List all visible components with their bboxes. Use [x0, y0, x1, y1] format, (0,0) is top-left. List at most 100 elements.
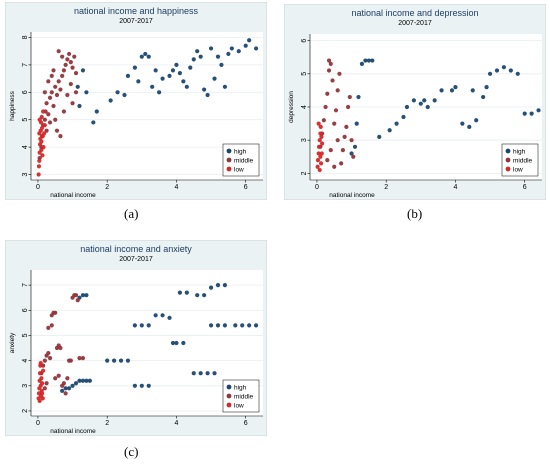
point-middle [70, 101, 75, 106]
point-middle [42, 386, 47, 391]
point-low [37, 371, 43, 376]
point-low [37, 398, 42, 403]
point-middle [325, 91, 330, 96]
point-middle [61, 381, 66, 386]
caption-c: (c) [124, 444, 139, 459]
point-high [366, 58, 371, 63]
point-high [233, 323, 238, 328]
legend-marker-high [226, 384, 232, 390]
point-middle [44, 381, 49, 386]
point-high [240, 323, 245, 328]
point-low [39, 139, 44, 144]
point-high [494, 68, 500, 73]
point-high [453, 84, 458, 90]
x-tick-label: 0 [36, 420, 40, 427]
point-high [118, 358, 124, 363]
point-low [318, 124, 323, 130]
point-middle [47, 95, 53, 100]
x-axis-label: national income [50, 428, 96, 435]
point-middle [337, 71, 342, 76]
point-high [84, 293, 89, 298]
y-axis-label: happiness [9, 90, 16, 120]
point-high [377, 134, 382, 139]
y-tick-label: 5 [22, 118, 29, 122]
point-high [139, 383, 144, 388]
point-high [184, 290, 189, 295]
x-tick-label: 0 [315, 184, 319, 191]
point-middle [58, 87, 63, 92]
point-high [84, 90, 89, 95]
point-high [195, 49, 200, 54]
legend-marker-middle [505, 157, 511, 163]
point-middle [42, 358, 47, 363]
point-high [108, 98, 113, 103]
point-middle [70, 65, 75, 70]
legend-label-low: low [234, 166, 244, 173]
point-high [91, 120, 96, 125]
point-middle [347, 94, 352, 100]
point-low [41, 109, 46, 114]
y-tick-label: 3 [22, 384, 29, 388]
point-middle [339, 161, 344, 166]
y-tick-label: 7 [22, 283, 29, 287]
y-tick-label: 4 [22, 145, 29, 149]
point-high [66, 386, 72, 391]
point-middle [61, 109, 66, 114]
point-low [39, 391, 45, 396]
point-low [320, 141, 325, 146]
y-tick-label: 2 [22, 409, 29, 413]
point-middle [77, 356, 82, 361]
y-tick-label: 6 [22, 308, 29, 312]
point-low [317, 167, 322, 173]
y-axis-label: anxiety [9, 332, 16, 353]
point-middle [72, 54, 77, 59]
anxiety-chart: 0 2 4 6 2 3 4 5 6 7 national income and anxiety 200… [5, 240, 267, 436]
y-axis-label: depression [288, 91, 295, 123]
point-middle [44, 128, 49, 133]
point-high [212, 371, 217, 376]
point-low [37, 158, 42, 163]
point-high [170, 340, 176, 346]
point-high [153, 68, 158, 73]
point-high [422, 98, 427, 103]
point-high [474, 118, 479, 123]
point-low [39, 376, 44, 381]
point-high [198, 371, 203, 376]
point-low [319, 151, 324, 156]
point-high [174, 340, 179, 346]
point-high [84, 378, 89, 383]
point-middle [47, 120, 53, 125]
point-low [40, 153, 45, 158]
point-high [191, 57, 196, 62]
point-middle [51, 68, 56, 73]
point-high [219, 62, 224, 67]
point-high [229, 46, 234, 51]
legend-label-low: low [513, 166, 523, 173]
point-high [170, 68, 176, 73]
point-high [105, 358, 110, 363]
point-high [411, 98, 416, 103]
point-middle [56, 79, 61, 84]
point-high [112, 358, 117, 363]
point-high [132, 65, 137, 70]
point-middle [73, 90, 79, 95]
point-high [208, 46, 214, 51]
point-high [359, 61, 365, 66]
point-middle [326, 68, 332, 73]
point-middle [53, 310, 58, 315]
point-middle [49, 323, 54, 328]
point-middle [58, 345, 63, 351]
point-high [460, 121, 465, 126]
y-tick-label: 2 [301, 171, 308, 175]
y-tick-label: 6 [301, 39, 308, 43]
legend-marker-low [226, 166, 232, 172]
point-middle [342, 134, 347, 139]
y-tick-label: 4 [22, 359, 29, 363]
x-tick-label: 6 [244, 420, 248, 427]
x-tick-label: 2 [384, 184, 388, 191]
point-middle [68, 81, 73, 87]
x-tick-label: 4 [174, 184, 178, 191]
point-middle [56, 49, 61, 54]
point-high [449, 88, 455, 93]
point-low [39, 125, 45, 131]
